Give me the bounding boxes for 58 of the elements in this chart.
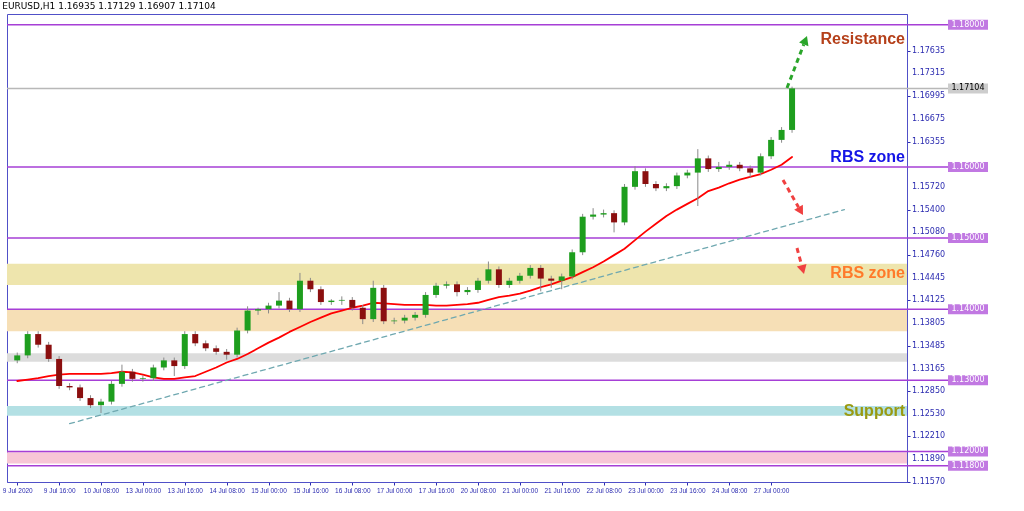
candlestick [694, 148, 701, 207]
candlestick [537, 264, 544, 292]
candlestick [108, 380, 115, 405]
y-tick-label: 1.15080 [912, 227, 946, 237]
candlestick [45, 341, 52, 363]
annotation: RBS zone [830, 147, 906, 165]
y-tick-label: 1.13485 [912, 340, 946, 350]
candlestick [454, 280, 460, 297]
annotation: Resistance [820, 29, 906, 47]
ref-line-label: 1.13000 [951, 375, 985, 385]
chart-title: EURUSD,H1 1.16935 1.17129 1.16907 1.17104 [2, 1, 216, 11]
ref-line-label: 1.18000 [951, 19, 985, 29]
ref-line-label: 1.14000 [951, 304, 985, 314]
candlestick [244, 305, 251, 334]
y-tick-label: 1.14760 [912, 250, 946, 260]
candlestick [24, 330, 31, 359]
candlestick [757, 152, 764, 176]
y-tick-label: 1.13805 [912, 318, 946, 328]
line-series [16, 156, 793, 382]
candlestick [359, 304, 366, 325]
candlestick [422, 291, 429, 319]
y-tick-label: 1.11570 [912, 477, 946, 486]
candlestick [255, 307, 262, 316]
y-tick-label: 1.16675 [912, 113, 946, 123]
candlestick [590, 207, 597, 221]
annotation: Support [843, 401, 906, 419]
y-tick-label: 1.15400 [912, 204, 946, 214]
y-tick-label: 1.14125 [912, 295, 946, 305]
candlestick [276, 291, 282, 309]
candlestick [485, 261, 492, 285]
y-tick-label: 1.12530 [912, 408, 946, 418]
candlestick [642, 167, 649, 188]
ref-line-label: 1.16000 [951, 161, 985, 171]
y-tick-label: 1.17635 [912, 45, 946, 55]
ref-line-label: 1.17104 [951, 83, 985, 93]
candlestick [171, 357, 178, 377]
y-tick-label: 1.12210 [912, 431, 946, 441]
candlestick [495, 265, 502, 289]
candlestick [118, 364, 125, 388]
ref-line-label: 1.12000 [951, 446, 985, 456]
candlestick [317, 285, 324, 306]
y-tick-label: 1.12850 [912, 385, 946, 395]
y-tick-label: 1.15720 [912, 181, 946, 191]
candlestick [652, 180, 659, 192]
candlestick [412, 311, 419, 322]
y-tick-label: 1.13165 [912, 363, 946, 373]
candlestick [768, 136, 775, 160]
annotation: RBS zone [830, 263, 906, 281]
ref-line-label: 1.11800 [951, 460, 985, 470]
y-tick-label: 1.14445 [912, 272, 946, 282]
y-tick-label: 1.11890 [912, 454, 946, 464]
y-tick-label: 1.16995 [912, 91, 946, 101]
y-tick-label: 1.16355 [912, 136, 946, 146]
candlestick [611, 209, 618, 233]
ref-line-label: 1.15000 [951, 233, 985, 243]
candlestick [139, 374, 146, 383]
candlestick [632, 165, 638, 191]
y-tick-label: 1.17315 [912, 68, 946, 78]
